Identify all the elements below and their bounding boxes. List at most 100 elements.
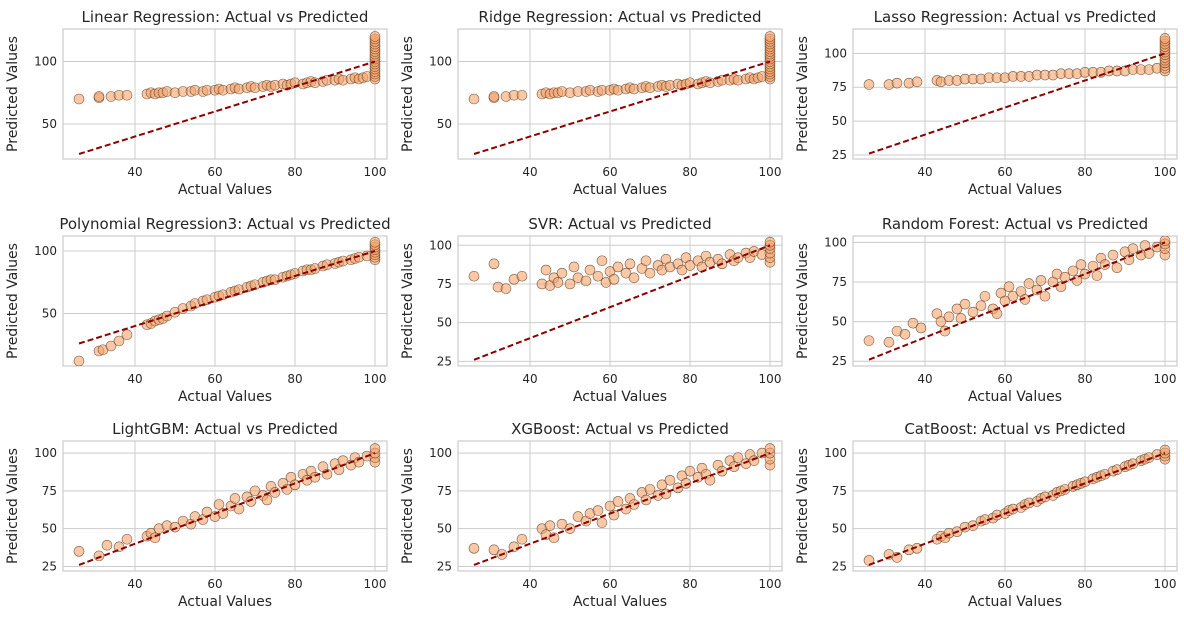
x-tick-label: 40 — [127, 372, 142, 386]
data-point — [656, 479, 668, 491]
subplot-3: 40 60 80 100 25 50 75 100 Lasso Regression: Actu… — [795, 8, 1178, 198]
plot-frame — [457, 235, 783, 367]
data-point — [943, 311, 955, 323]
subplot-2: 40 60 80 100 50 100 Ridge Regression: Actual v… — [400, 8, 783, 198]
plot-frame — [457, 440, 783, 572]
plot-frame — [852, 28, 1178, 160]
data-point — [1075, 259, 1087, 270]
data-point — [863, 555, 875, 566]
y-axis-label: Predicted Values — [5, 36, 21, 152]
data-point — [1067, 265, 1079, 277]
data-point — [261, 494, 273, 506]
data-layer — [73, 31, 381, 155]
data-point — [951, 303, 963, 315]
identity-line — [78, 452, 376, 566]
x-tick-label: 100 — [364, 165, 387, 179]
data-point — [73, 355, 85, 366]
identity-line — [868, 52, 1166, 155]
data-point — [516, 533, 528, 545]
data-point — [979, 290, 991, 302]
data-point — [959, 298, 971, 310]
data-point — [620, 267, 632, 279]
data-layer — [73, 443, 381, 566]
x-tick-label: 60 — [997, 372, 1012, 386]
data-point — [93, 550, 105, 562]
y-tick-label: 50 — [832, 114, 847, 128]
data-point — [991, 308, 1003, 319]
data-point — [353, 456, 365, 468]
x-axis-label: Actual Values — [968, 389, 1062, 405]
x-tick-label: 100 — [759, 372, 782, 386]
subplot-title: Random Forest: Actual vs Predicted — [882, 215, 1148, 233]
data-point — [1099, 259, 1111, 270]
data-point — [1003, 281, 1015, 293]
x-tick-label: 40 — [917, 165, 932, 179]
data-point — [488, 258, 500, 270]
data-point — [229, 493, 241, 504]
plot-frame — [457, 28, 783, 160]
data-point — [899, 328, 911, 340]
data-point — [540, 264, 552, 276]
y-tick-label: 100 — [824, 446, 847, 460]
x-tick-label: 60 — [997, 165, 1012, 179]
y-tick-label: 25 — [437, 354, 452, 368]
x-tick-label: 60 — [602, 372, 617, 386]
y-tick-label: 75 — [437, 484, 452, 498]
data-point — [468, 543, 480, 554]
data-point — [596, 255, 608, 267]
data-point — [732, 452, 744, 463]
subplot-1: 40 60 80 100 50 100 Linear Regression: Actual … — [5, 8, 388, 198]
plot-frame — [62, 235, 388, 367]
data-point — [935, 316, 947, 327]
identity-line — [78, 250, 376, 345]
x-tick-label: 60 — [207, 165, 222, 179]
subplot-7: 40 60 80 100 25 50 75 100 LightGBM: Actual vs Pr… — [5, 420, 388, 610]
data-point — [644, 484, 656, 495]
y-tick-label: 25 — [42, 559, 57, 573]
y-tick-label: 75 — [42, 484, 57, 498]
data-point — [552, 277, 564, 288]
data-point — [73, 93, 85, 105]
subplot-title: Ridge Regression: Actual vs Predicted — [478, 8, 761, 26]
data-point — [1007, 290, 1019, 302]
data-point — [608, 274, 620, 285]
y-tick-label: 100 — [34, 244, 57, 258]
x-tick-label: 60 — [602, 577, 617, 591]
data-point — [612, 496, 624, 507]
y-tick-label: 50 — [832, 315, 847, 329]
y-tick-label: 100 — [34, 55, 57, 69]
subplot-title: CatBoost: Actual vs Predicted — [904, 420, 1125, 438]
data-point — [488, 91, 500, 102]
y-tick-label: 100 — [824, 46, 847, 60]
y-tick-label: 25 — [832, 559, 847, 573]
data-point — [516, 89, 528, 101]
data-layer — [468, 443, 776, 566]
data-point — [975, 300, 987, 312]
x-axis-label: Actual Values — [573, 594, 667, 610]
data-point — [1087, 260, 1099, 272]
data-point — [105, 340, 117, 352]
y-tick-label: 50 — [437, 522, 452, 536]
data-point — [628, 272, 640, 284]
data-point — [580, 275, 592, 287]
data-point — [764, 31, 776, 42]
data-point — [269, 487, 281, 498]
data-point — [911, 76, 923, 88]
y-tick-label: 75 — [832, 80, 847, 94]
data-point — [680, 478, 692, 489]
x-tick-label: 40 — [127, 577, 142, 591]
x-axis-label: Actual Values — [968, 182, 1062, 198]
data-point — [568, 261, 580, 273]
x-axis-label: Actual Values — [178, 182, 272, 198]
data-point — [584, 264, 596, 276]
data-point — [612, 261, 624, 273]
data-point — [1023, 278, 1035, 289]
x-tick-label: 40 — [917, 577, 932, 591]
subplot-5: 40 60 80 100 25 50 75 100 SVR: Actual vs Predict… — [400, 215, 783, 405]
data-point — [664, 475, 676, 486]
data-point — [728, 461, 740, 472]
x-tick-label: 40 — [522, 165, 537, 179]
data-point — [516, 270, 528, 282]
x-tick-label: 80 — [1077, 577, 1092, 591]
